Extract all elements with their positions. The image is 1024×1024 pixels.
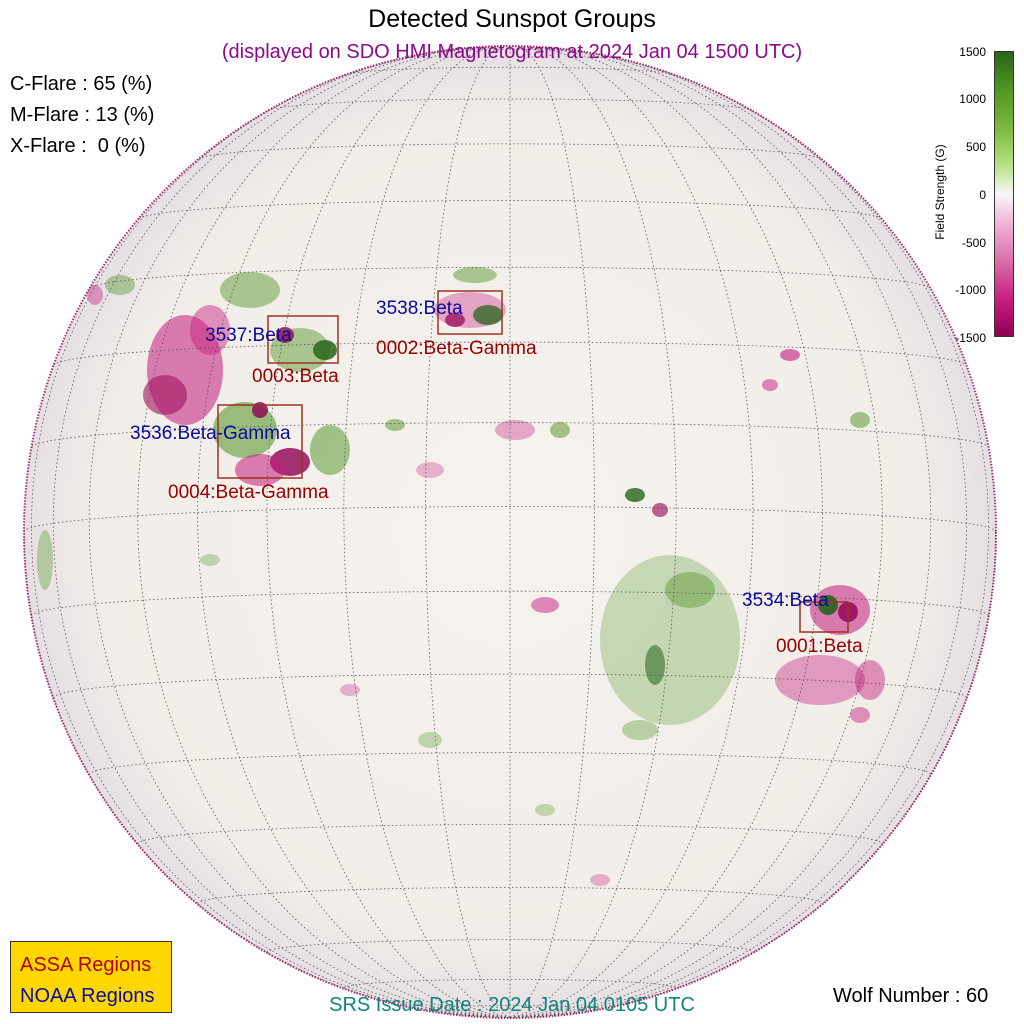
page-title: Detected Sunspot Groups <box>368 5 656 33</box>
noaa-region-label: 3537:Beta <box>205 325 292 346</box>
grid-line <box>31 590 989 617</box>
colorbar-tick: -500 <box>961 236 986 250</box>
noaa-region-label: 3536:Beta-Gamma <box>130 423 291 444</box>
grid-line <box>197 887 823 904</box>
region-legend <box>10 941 172 1013</box>
colorbar-tick: 500 <box>965 140 986 154</box>
grid-line <box>509 46 677 1018</box>
grid-line <box>31 422 989 448</box>
assa-region-label: 0002:Beta-Gamma <box>376 338 537 359</box>
grid-line <box>346 66 674 75</box>
assa-region-label: 0004:Beta-Gamma <box>168 482 329 503</box>
assa-region-label: 0003:Beta <box>252 366 339 387</box>
region-box <box>217 404 303 479</box>
colorbar-tick: 0 <box>979 188 986 202</box>
grid-line <box>197 46 511 1018</box>
grid-line <box>53 341 967 366</box>
region-box <box>267 315 339 364</box>
grid-line <box>509 46 754 1018</box>
colorbar-tick: -1000 <box>955 283 986 297</box>
page-subtitle: (displayed on SDO HMI Magnetogram at 202… <box>221 41 803 63</box>
x-flare-probability: X-Flare : 0 (%) <box>10 135 146 157</box>
colorbar-tick: 1500 <box>959 45 986 59</box>
grid-line <box>266 46 511 1018</box>
noaa-region-label: 3538:Beta <box>376 298 463 319</box>
grid-line <box>268 98 752 111</box>
grid-line <box>266 939 754 953</box>
noaa-region-label: 3534:Beta <box>742 590 829 611</box>
colorbar-tick: 1000 <box>959 92 986 106</box>
colorbar-tick: -1500 <box>955 331 986 345</box>
m-flare-probability: M-Flare : 13 (%) <box>10 104 155 126</box>
magnetic-field-patches <box>37 267 885 886</box>
legend-noaa-label: NOAA Regions <box>20 985 155 1007</box>
grid-line <box>509 52 968 1018</box>
heliographic-grid <box>24 46 996 1018</box>
c-flare-probability: C-Flare : 65 (%) <box>10 73 153 95</box>
grid-line <box>52 52 511 1018</box>
assa-region-label: 0001:Beta <box>776 636 863 657</box>
region-box <box>437 290 503 335</box>
field-strength-colorbar <box>994 51 1014 337</box>
grid-line <box>24 506 996 533</box>
wolf-number: Wolf Number : 60 <box>833 985 989 1007</box>
grid-line <box>137 47 511 1018</box>
solar-limb <box>23 45 997 1019</box>
legend-assa-label: ASSA Regions <box>20 954 152 976</box>
region-box <box>799 601 849 633</box>
srs-issue-date: SRS Issue Date : 2024 Jan 04 0105 UTC <box>329 994 695 1016</box>
grid-line <box>509 46 823 1018</box>
grid-line <box>343 46 511 1018</box>
grid-line <box>509 47 883 1018</box>
grid-line <box>425 1005 595 1011</box>
grid-line <box>429 49 591 54</box>
